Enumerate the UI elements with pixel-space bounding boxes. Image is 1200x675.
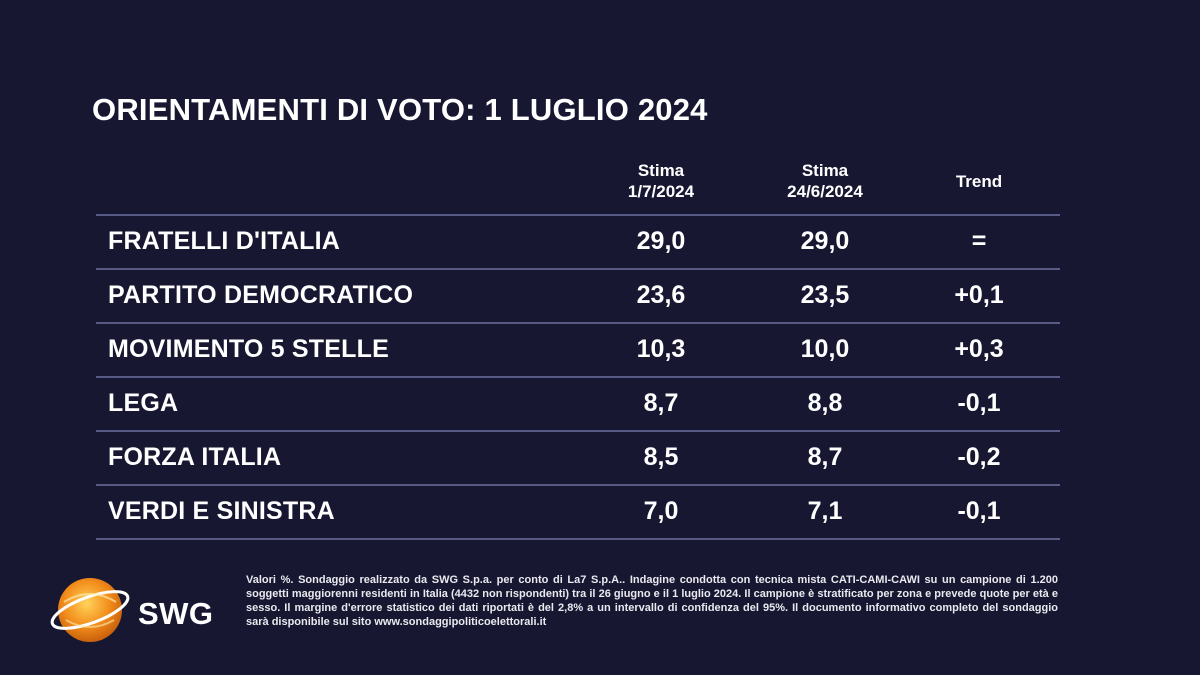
stima-current-value: 29,0 bbox=[636, 227, 686, 255]
trend-value: -0,1 bbox=[957, 389, 1001, 417]
swg-logo bbox=[50, 578, 130, 642]
party-name: FORZA ITALIA bbox=[108, 443, 282, 471]
party-name: VERDI E SINISTRA bbox=[108, 497, 335, 525]
column-header-stima-current: Stima 1/7/2024 bbox=[586, 160, 736, 202]
column-header-date: 1/7/2024 bbox=[627, 182, 695, 201]
party-name: LEGA bbox=[108, 389, 179, 417]
stima-previous-value: 7,1 bbox=[807, 497, 843, 525]
page-title: ORIENTAMENTI DI VOTO: 1 LUGLIO 2024 bbox=[92, 92, 708, 127]
table-top-rule bbox=[96, 214, 1060, 216]
stima-current-value: 10,3 bbox=[636, 335, 686, 363]
stima-previous-value: 10,0 bbox=[800, 335, 850, 363]
table-row: FRATELLI D'ITALIA 29,0 29,0 = bbox=[96, 216, 1060, 270]
trend-value: -0,2 bbox=[957, 443, 1001, 471]
stima-current-value: 8,5 bbox=[643, 443, 679, 471]
column-header-label: Stima bbox=[637, 161, 685, 180]
logo-text: SWG bbox=[138, 596, 214, 631]
column-header-label: Stima bbox=[801, 161, 849, 180]
table-row: FORZA ITALIA 8,5 8,7 -0,2 bbox=[96, 432, 1060, 486]
column-header-trend: Trend bbox=[955, 172, 1003, 191]
globe-meridian-icon bbox=[63, 593, 117, 603]
stima-current-value: 8,7 bbox=[643, 389, 679, 417]
column-header-date: 24/6/2024 bbox=[787, 182, 863, 201]
stima-previous-value: 8,7 bbox=[807, 443, 843, 471]
table-header: Stima 1/7/2024 Stima 24/6/2024 Trend bbox=[96, 157, 1060, 214]
trend-value: = bbox=[971, 227, 987, 255]
party-name: FRATELLI D'ITALIA bbox=[108, 227, 340, 255]
party-name: MOVIMENTO 5 STELLE bbox=[108, 335, 389, 363]
stima-current-value: 7,0 bbox=[643, 497, 679, 525]
trend-value: -0,1 bbox=[957, 497, 1001, 525]
trend-value: +0,1 bbox=[954, 281, 1004, 309]
column-header-stima-previous: Stima 24/6/2024 bbox=[750, 160, 900, 202]
globe-meridian-icon bbox=[65, 619, 115, 628]
stima-previous-value: 8,8 bbox=[807, 389, 843, 417]
results-table: Stima 1/7/2024 Stima 24/6/2024 Trend FRA… bbox=[96, 157, 1060, 540]
orbit-ring-icon bbox=[50, 590, 130, 630]
table-body: FRATELLI D'ITALIA 29,0 29,0 = PARTITO DEMOCR… bbox=[96, 216, 1060, 540]
globe-icon bbox=[58, 578, 122, 642]
footnote: Valori %. Sondaggio realizzato da SWG S.… bbox=[246, 574, 1058, 628]
table-row: LEGA 8,7 8,8 -0,1 bbox=[96, 378, 1060, 432]
table-row: VERDI E SINISTRA 7,0 7,1 -0,1 bbox=[96, 486, 1060, 540]
stima-previous-value: 29,0 bbox=[800, 227, 850, 255]
table-row: PARTITO DEMOCRATICO 23,6 23,5 +0,1 bbox=[96, 270, 1060, 324]
trend-value: +0,3 bbox=[954, 335, 1004, 363]
table-row: MOVIMENTO 5 STELLE 10,3 10,0 +0,3 bbox=[96, 324, 1060, 378]
party-name: PARTITO DEMOCRATICO bbox=[108, 281, 414, 309]
stima-current-value: 23,6 bbox=[636, 281, 686, 309]
stima-previous-value: 23,5 bbox=[800, 281, 850, 309]
